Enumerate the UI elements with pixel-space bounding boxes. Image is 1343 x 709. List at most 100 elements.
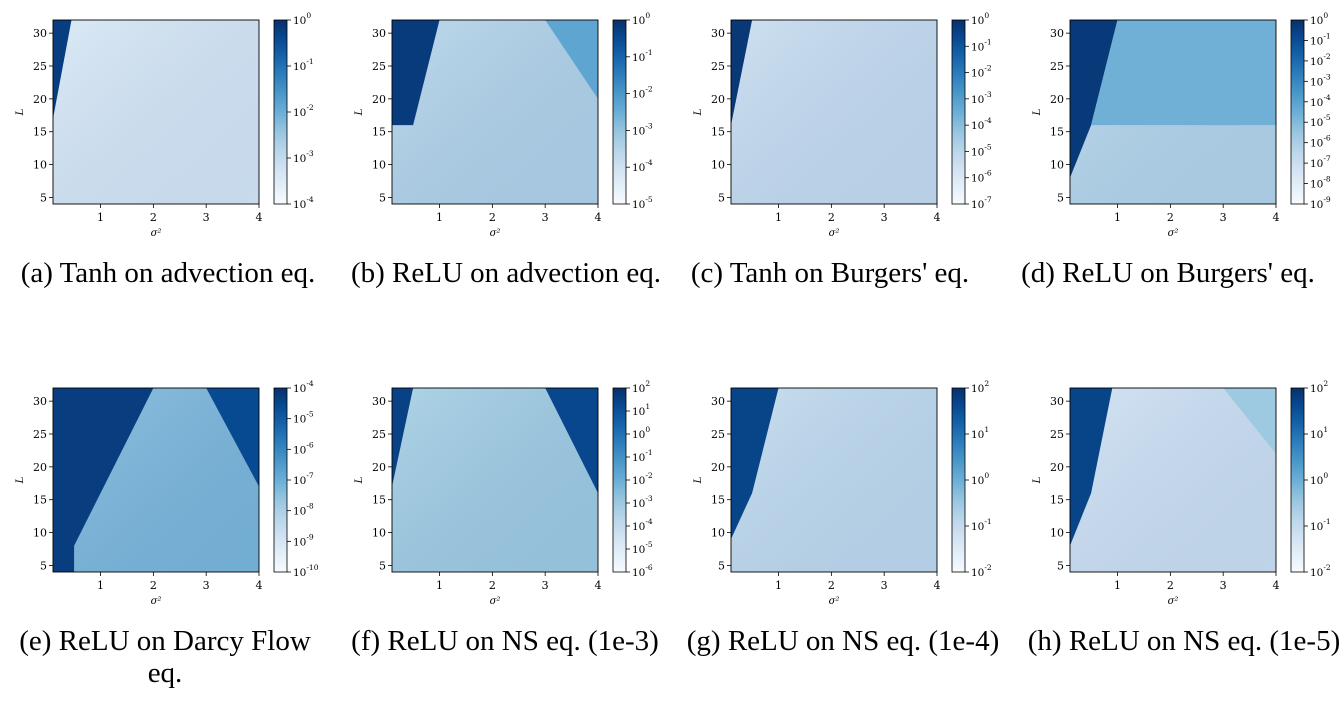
- y-tick-label: 5: [1057, 559, 1064, 572]
- colorbar-tick-label: 10-4: [632, 158, 653, 174]
- y-tick-label: 30: [711, 395, 725, 408]
- x-tick-label: 2: [150, 579, 157, 592]
- x-tick-label: 1: [436, 579, 443, 592]
- colorbar-tick-label: 10-1: [293, 57, 314, 73]
- y-tick-label: 25: [1050, 428, 1064, 441]
- colorbar-tick-label: 10-2: [632, 471, 653, 487]
- colorbar-tick-label: 10-9: [1310, 195, 1331, 211]
- x-axis-label: σ²: [829, 228, 840, 239]
- colorbar-tick-label: 10-4: [632, 517, 653, 533]
- y-tick-label: 5: [40, 191, 47, 204]
- colorbar-tick-label: 10-1: [971, 37, 992, 53]
- y-tick-label: 30: [372, 27, 386, 40]
- colorbar-tick-label: 100: [971, 11, 989, 27]
- y-tick-label: 15: [372, 126, 386, 139]
- x-axis-label: σ²: [829, 596, 840, 607]
- heatmap-panel-b: 5 10 15 20 25 30 1 2 3 4 σ² L 100 10-1 10-2 10-3 10-4 10-…: [354, 11, 653, 239]
- x-axis-label: σ²: [151, 596, 162, 607]
- y-tick-label: 30: [1050, 395, 1064, 408]
- y-tick-label: 25: [1050, 60, 1064, 73]
- y-tick-label: 10: [372, 159, 386, 172]
- colorbar-tick-label: 100: [1310, 471, 1328, 487]
- y-tick-label: 25: [372, 428, 386, 441]
- heatmap-panel-a: 5 10 15 20 25 30 1 2 3 4 σ² L 100 10-1 10-2 10-3 10-4: [15, 11, 314, 239]
- x-tick-label: 2: [828, 579, 835, 592]
- y-tick-label: 15: [1050, 126, 1064, 139]
- colorbar-tick-label: 10-3: [632, 121, 653, 137]
- y-tick-label: 20: [711, 93, 725, 106]
- colorbar-tick-label: 10-2: [971, 64, 992, 80]
- y-tick-label: 30: [1050, 27, 1064, 40]
- y-tick-label: 25: [33, 60, 47, 73]
- y-tick-label: 15: [372, 494, 386, 507]
- colorbar-tick-label: 10-4: [971, 116, 992, 132]
- colorbar-tick-label: 10-5: [1310, 113, 1331, 129]
- x-tick-label: 4: [256, 211, 263, 224]
- colorbar-tick-label: 101: [632, 402, 650, 418]
- x-axis-label: σ²: [490, 228, 501, 239]
- colorbar-tick-label: 102: [632, 379, 650, 395]
- x-tick-label: 2: [150, 211, 157, 224]
- colorbar: [951, 19, 966, 205]
- colorbar-tick-label: 100: [1310, 11, 1328, 27]
- x-tick-label: 2: [1167, 211, 1174, 224]
- x-tick-label: 3: [203, 579, 210, 592]
- subfigure-caption-d: (d) ReLU on Burgers' eq.: [1021, 257, 1315, 289]
- y-axis-label: L: [693, 108, 704, 116]
- y-tick-label: 20: [372, 93, 386, 106]
- y-axis-label: L: [15, 108, 26, 116]
- y-tick-label: 15: [1050, 494, 1064, 507]
- colorbar-tick-label: 10-5: [632, 195, 653, 211]
- colorbar: [273, 19, 288, 205]
- heatmap-region: [1091, 20, 1276, 126]
- y-axis-label: L: [693, 476, 704, 484]
- colorbar-tick-label: 10-1: [632, 448, 653, 464]
- colorbar-tick-label: 100: [632, 11, 650, 27]
- colorbar-tick-label: 10-4: [293, 195, 314, 211]
- x-tick-label: 3: [881, 211, 888, 224]
- colorbar-tick-label: 10-1: [1310, 517, 1331, 533]
- heatmap-region: [1070, 388, 1113, 546]
- colorbar-tick-label: 10-6: [971, 169, 992, 185]
- colorbar-tick-label: 10-7: [971, 195, 992, 211]
- x-tick-label: 3: [1220, 211, 1227, 224]
- colorbar: [1290, 387, 1305, 573]
- heatmap-region: [53, 388, 154, 572]
- y-axis-label: L: [354, 476, 365, 484]
- colorbar-tick-label: 10-2: [1310, 563, 1331, 579]
- y-tick-label: 30: [372, 395, 386, 408]
- y-tick-label: 15: [711, 126, 725, 139]
- colorbar: [1290, 19, 1305, 205]
- x-tick-label: 4: [934, 579, 941, 592]
- heatmap-region: [1070, 20, 1118, 178]
- y-axis-label: L: [1032, 108, 1043, 116]
- heatmap-region: [392, 20, 440, 126]
- colorbar-tick-label: 10-9: [293, 532, 314, 548]
- heatmap-panel-f: 5 10 15 20 25 30 1 2 3 4 σ² L 102 101 100 10-1 10-2 10-3 1…: [354, 379, 653, 607]
- subfigure-caption-h: (h) ReLU on NS eq. (1e-5): [1027, 625, 1341, 657]
- x-tick-label: 4: [595, 579, 602, 592]
- y-tick-label: 10: [1050, 159, 1064, 172]
- y-tick-label: 5: [718, 191, 725, 204]
- y-tick-label: 25: [711, 428, 725, 441]
- y-axis-label: L: [15, 476, 26, 484]
- heatmap-region: [731, 388, 779, 540]
- colorbar-tick-label: 100: [632, 425, 650, 441]
- y-tick-label: 10: [372, 527, 386, 540]
- colorbar-tick-label: 10-8: [293, 502, 314, 518]
- y-tick-label: 25: [711, 60, 725, 73]
- y-tick-label: 25: [33, 428, 47, 441]
- y-tick-label: 10: [1050, 527, 1064, 540]
- colorbar-tick-label: 10-3: [971, 90, 992, 106]
- colorbar-tick-label: 10-2: [971, 563, 992, 579]
- colorbar-tick-label: 102: [1310, 379, 1328, 395]
- x-axis-label: σ²: [151, 228, 162, 239]
- heatmap-panel-h: 5 10 15 20 25 30 1 2 3 4 σ² L 102 101 100 10-1 10-2: [1032, 379, 1331, 607]
- x-axis-label: σ²: [490, 596, 501, 607]
- y-tick-label: 5: [1057, 191, 1064, 204]
- x-tick-label: 2: [489, 579, 496, 592]
- colorbar-tick-label: 100: [971, 471, 989, 487]
- colorbar-tick-label: 10-6: [1310, 134, 1331, 150]
- colorbar-tick-label: 10-10: [293, 563, 319, 579]
- colorbar-tick-label: 10-2: [1310, 52, 1331, 68]
